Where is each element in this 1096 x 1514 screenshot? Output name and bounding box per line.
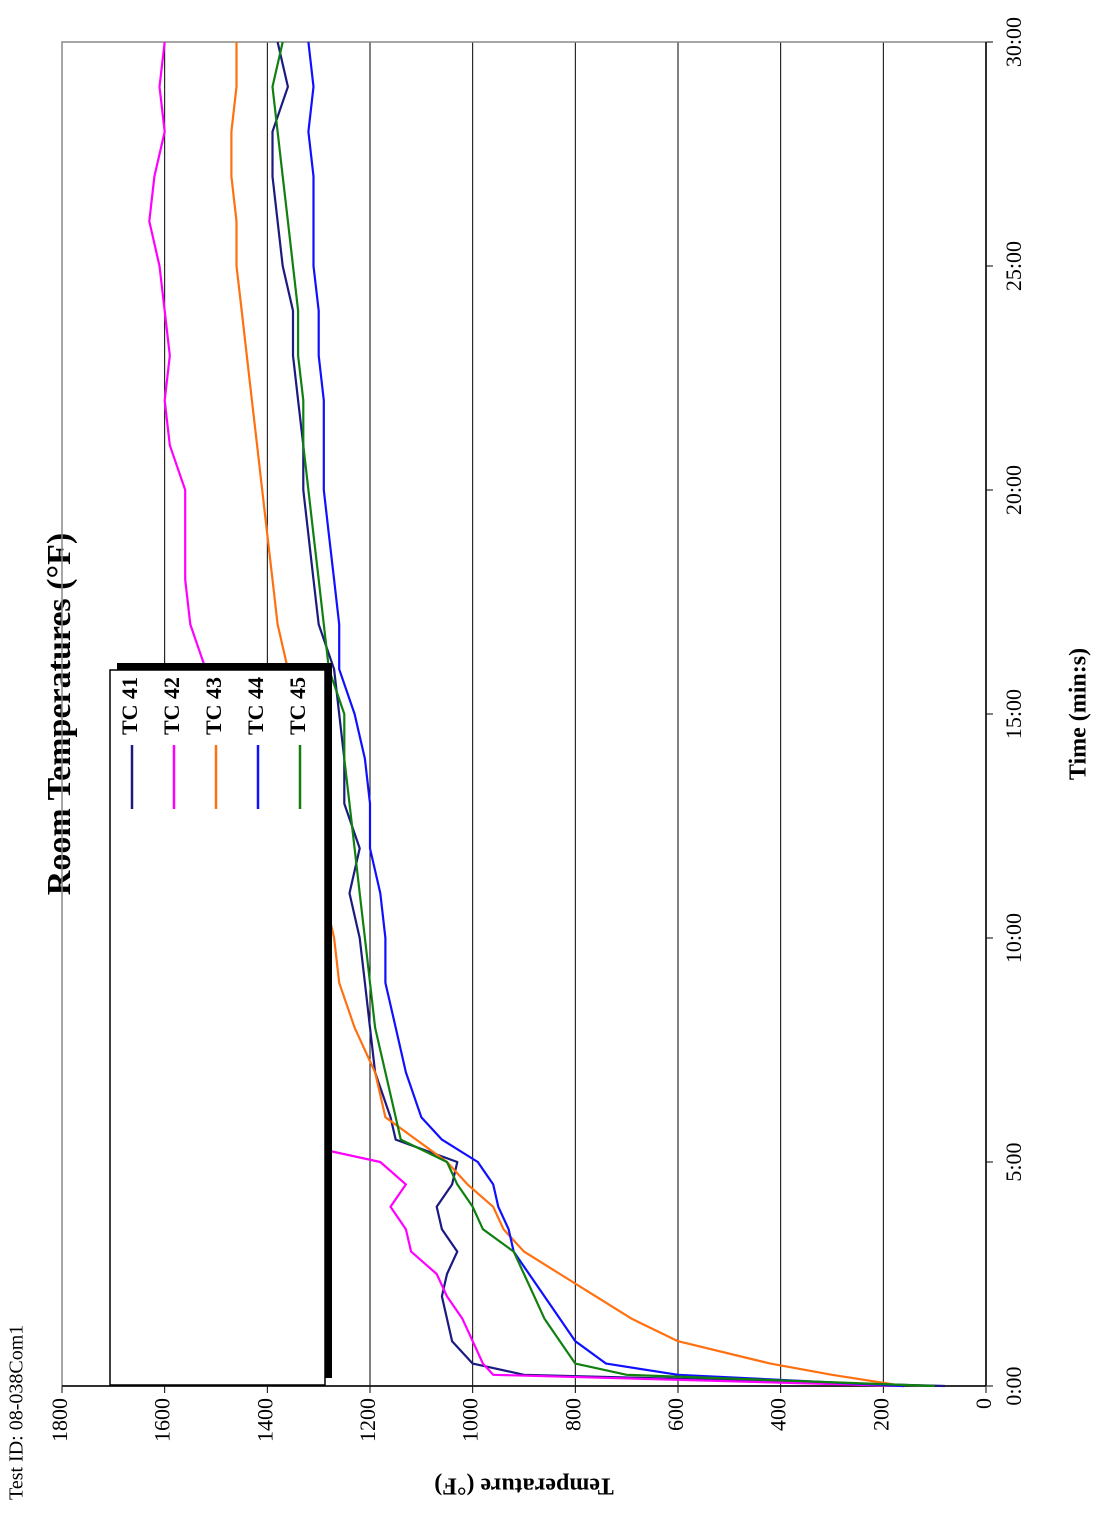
x-axis-title: Time (min:s)	[1066, 648, 1092, 780]
x-tick-label: 15:00	[1001, 689, 1026, 739]
y-tick-label: 0	[971, 1398, 996, 1409]
series-line	[271, 41, 945, 1388]
legend-label: TC 45	[285, 677, 310, 735]
series-line	[230, 42, 905, 1388]
legend-label: TC 43	[201, 677, 226, 735]
y-tick-label: 800	[560, 1398, 585, 1431]
legend: TC 41 TC 42 TC 43 TC 44 TC 45	[109, 663, 332, 1386]
y-axis-title: Temperature (°F)	[434, 1472, 614, 1498]
x-tick-label: 30:00	[1001, 17, 1026, 67]
x-tick-label: 5:00	[1001, 1142, 1026, 1181]
y-tick-label: 400	[766, 1398, 791, 1431]
series-line	[271, 41, 935, 1388]
y-tick-label: 1600	[150, 1398, 175, 1442]
x-tick-label: 20:00	[1001, 465, 1026, 515]
legend-label: TC 42	[159, 677, 184, 735]
y-tick-label: 1400	[252, 1398, 277, 1442]
y-tick-label: 1200	[355, 1398, 380, 1442]
y-tick-label: 600	[663, 1398, 688, 1431]
x-tick-label: 10:00	[1001, 913, 1026, 963]
series-line	[307, 41, 904, 1388]
y-tick-label: 1800	[47, 1398, 72, 1442]
x-tick-label: 0:00	[1001, 1366, 1026, 1405]
rotated-chart: Test ID: 08-038Com1 Room Temperatures (°…	[6, 17, 1092, 1500]
legend-label: TC 41	[117, 677, 142, 735]
x-tick-label: 25:00	[1001, 241, 1026, 291]
test-id: Test ID: 08-038Com1	[6, 1325, 28, 1500]
chart-title: Room Temperatures (°F)	[41, 533, 78, 895]
y-tick-label: 200	[868, 1398, 893, 1431]
legend-box	[109, 669, 326, 1386]
legend-label: TC 44	[243, 677, 268, 735]
y-tick-label: 1000	[458, 1398, 483, 1442]
